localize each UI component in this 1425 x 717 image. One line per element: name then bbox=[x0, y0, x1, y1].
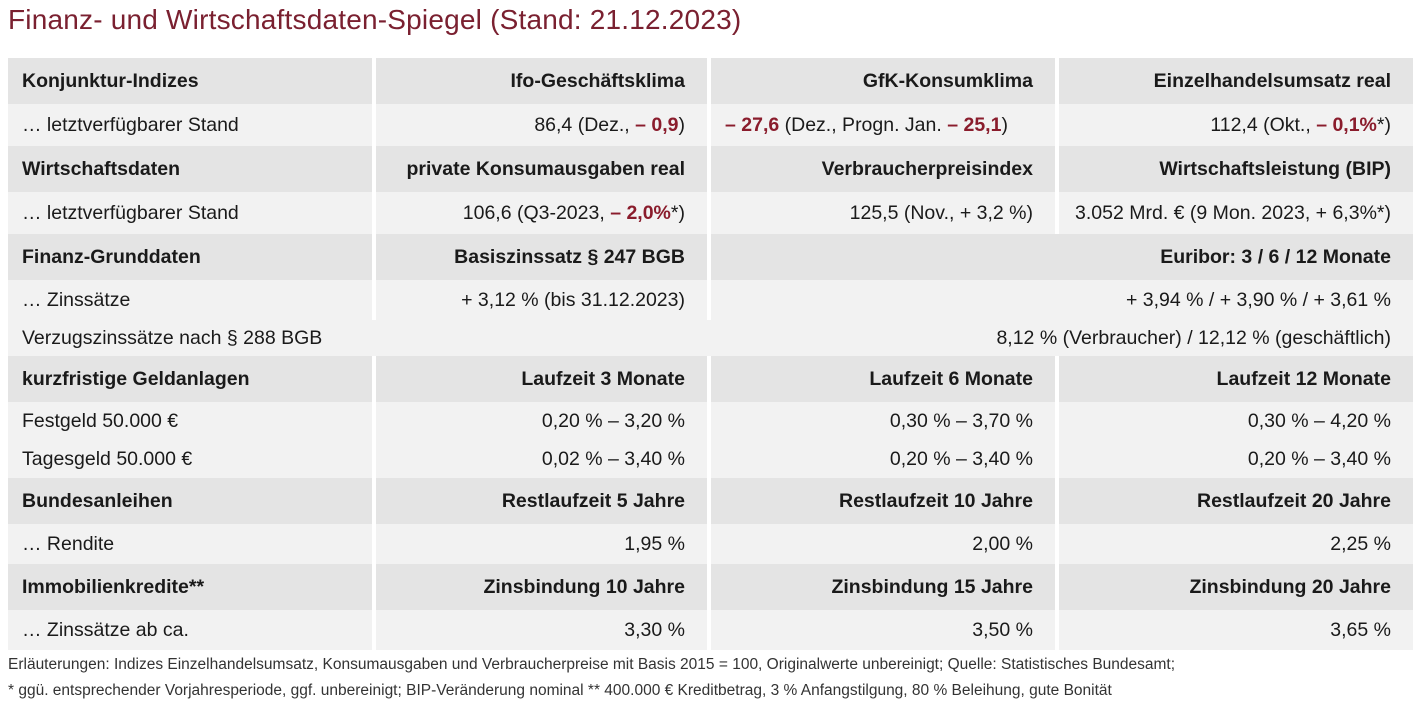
table-cell: 0,20 % – 3,40 % bbox=[1055, 440, 1413, 478]
column-header: Laufzeit 3 Monate bbox=[372, 356, 709, 402]
table-cell: 8,12 % (Verbraucher) / 12,12 % (geschäft… bbox=[374, 320, 1413, 356]
row-label: … Zinssätze bbox=[8, 280, 374, 320]
footnote-explanation: Erläuterungen: Indizes Einzelhandelsumsa… bbox=[8, 656, 1176, 673]
row-label: … Zinssätze ab ca. bbox=[8, 610, 374, 650]
section-label: Wirtschaftsdaten bbox=[8, 146, 374, 192]
table-cell: 2,25 % bbox=[1055, 524, 1413, 564]
table-header-row: Wirtschaftsdaten private Konsumausgaben … bbox=[8, 146, 1413, 192]
table-cell: + 3,94 % / + 3,90 % / + 3,61 % bbox=[707, 280, 1413, 320]
row-label: Verzugszinssätze nach § 288 BGB bbox=[8, 320, 374, 356]
table-header-row: Konjunktur-Indizes Ifo-Geschäftsklima Gf… bbox=[8, 58, 1413, 104]
row-label: … letztverfügbarer Stand bbox=[8, 192, 374, 234]
table-header-row: Immobilienkredite** Zinsbindung 10 Jahre… bbox=[8, 564, 1413, 610]
column-header: Ifo-Geschäftsklima bbox=[372, 58, 709, 104]
financial-data-table: Konjunktur-Indizes Ifo-Geschäftsklima Gf… bbox=[8, 58, 1413, 650]
table-cell: 1,95 % bbox=[372, 524, 709, 564]
footnote-legend: * ggü. entsprechender Vorjahresperiode, … bbox=[8, 682, 1112, 699]
negative-value: – 2,0% bbox=[610, 201, 671, 224]
table-cell: 3,65 % bbox=[1055, 610, 1413, 650]
column-header: Basiszinssatz § 247 BGB bbox=[372, 234, 709, 280]
column-header: Laufzeit 12 Monate bbox=[1055, 356, 1413, 402]
table-cell: 0,20 % – 3,40 % bbox=[707, 440, 1057, 478]
column-header: Restlaufzeit 5 Jahre bbox=[372, 478, 709, 524]
negative-value: – 0,1% bbox=[1316, 113, 1377, 136]
column-header: Restlaufzeit 20 Jahre bbox=[1055, 478, 1413, 524]
table-cell: 2,00 % bbox=[707, 524, 1057, 564]
table-row: … letztverfügbarer Stand 86,4 (Dez., – 0… bbox=[8, 104, 1413, 146]
table-header-row: kurzfristige Geldanlagen Laufzeit 3 Mona… bbox=[8, 356, 1413, 402]
table-cell: 0,30 % – 3,70 % bbox=[707, 402, 1057, 440]
table-cell: – 27,6 (Dez., Progn. Jan. – 25,1) bbox=[707, 104, 1057, 146]
table-row: … Zinssätze ab ca. 3,30 % 3,50 % 3,65 % bbox=[8, 610, 1413, 650]
table-cell: 3.052 Mrd. € (9 Mon. 2023, + 6,3%*) bbox=[1055, 192, 1413, 234]
table-cell: 0,30 % – 4,20 % bbox=[1055, 402, 1413, 440]
column-header: GfK-Konsumklima bbox=[707, 58, 1057, 104]
column-header: Euribor: 3 / 6 / 12 Monate bbox=[707, 234, 1413, 280]
section-label: Immobilienkredite** bbox=[8, 564, 374, 610]
table-header-row: Finanz-Grunddaten Basiszinssatz § 247 BG… bbox=[8, 234, 1413, 280]
table-cell: 86,4 (Dez., – 0,9) bbox=[372, 104, 709, 146]
negative-value: – 27,6 bbox=[725, 113, 780, 136]
row-label: Festgeld 50.000 € bbox=[8, 402, 374, 440]
table-cell: 125,5 (Nov., + 3,2 %) bbox=[707, 192, 1057, 234]
table-row: … Rendite 1,95 % 2,00 % 2,25 % bbox=[8, 524, 1413, 564]
row-label: … letztverfügbarer Stand bbox=[8, 104, 374, 146]
column-header: Zinsbindung 15 Jahre bbox=[707, 564, 1057, 610]
column-header: Zinsbindung 20 Jahre bbox=[1055, 564, 1413, 610]
column-header: Einzelhandelsumsatz real bbox=[1055, 58, 1413, 104]
table-row: … Zinssätze + 3,12 % (bis 31.12.2023) + … bbox=[8, 280, 1413, 320]
table-cell: + 3,12 % (bis 31.12.2023) bbox=[372, 280, 709, 320]
column-header: private Konsumausgaben real bbox=[372, 146, 709, 192]
table-cell: 0,20 % – 3,20 % bbox=[372, 402, 709, 440]
table-cell: 0,02 % – 3,40 % bbox=[372, 440, 709, 478]
negative-value: – 25,1 bbox=[947, 113, 1002, 136]
column-header: Wirtschaftsleistung (BIP) bbox=[1055, 146, 1413, 192]
page-title: Finanz- und Wirtschaftsdaten-Spiegel (St… bbox=[8, 4, 742, 35]
table-cell: 3,30 % bbox=[372, 610, 709, 650]
table-row: Tagesgeld 50.000 € 0,02 % – 3,40 % 0,20 … bbox=[8, 440, 1413, 478]
table-row: Verzugszinssätze nach § 288 BGB 8,12 % (… bbox=[8, 320, 1413, 356]
table-cell: 106,6 (Q3-2023, – 2,0%*) bbox=[372, 192, 709, 234]
section-label: Finanz-Grunddaten bbox=[8, 234, 374, 280]
table-cell: 112,4 (Okt., – 0,1%*) bbox=[1055, 104, 1413, 146]
column-header: Laufzeit 6 Monate bbox=[707, 356, 1057, 402]
row-label: … Rendite bbox=[8, 524, 374, 564]
negative-value: – 0,9 bbox=[635, 113, 679, 136]
table-header-row: Bundesanleihen Restlaufzeit 5 Jahre Rest… bbox=[8, 478, 1413, 524]
section-label: kurzfristige Geldanlagen bbox=[8, 356, 374, 402]
table-cell: 3,50 % bbox=[707, 610, 1057, 650]
row-label: Tagesgeld 50.000 € bbox=[8, 440, 374, 478]
table-row: … letztverfügbarer Stand 106,6 (Q3-2023,… bbox=[8, 192, 1413, 234]
section-label: Konjunktur-Indizes bbox=[8, 58, 374, 104]
column-header: Zinsbindung 10 Jahre bbox=[372, 564, 709, 610]
section-label: Bundesanleihen bbox=[8, 478, 374, 524]
table-row: Festgeld 50.000 € 0,20 % – 3,20 % 0,30 %… bbox=[8, 402, 1413, 440]
column-header: Restlaufzeit 10 Jahre bbox=[707, 478, 1057, 524]
column-header: Verbraucherpreisindex bbox=[707, 146, 1057, 192]
